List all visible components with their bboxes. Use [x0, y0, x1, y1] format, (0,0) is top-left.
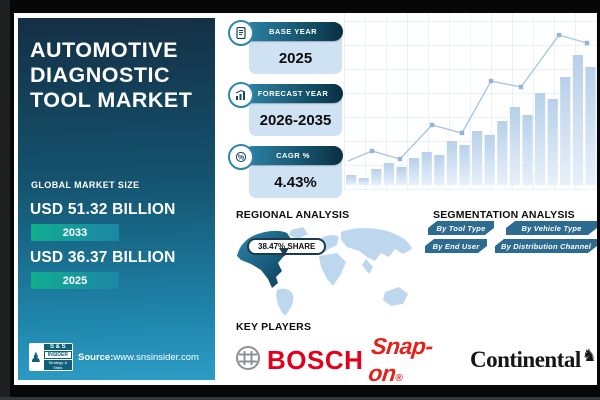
sidebar: AUTOMOTIVE DIAGNOSTIC TOOL MARKET GLOBAL… — [18, 18, 215, 380]
market-value-2025: USD 36.37 BILLION — [30, 249, 176, 266]
sns-insider-logo: ♟ S & S INSIDER Strategy & Stats — [29, 343, 73, 371]
base-year-label: BASE YEAR — [243, 22, 343, 41]
title-line-1: AUTOMOTIVE — [30, 38, 178, 62]
cagr-label: CAGR % — [243, 146, 343, 165]
cagr-card: 4.43% CAGR % % — [228, 144, 343, 199]
forecast-year-card: 2026-2035 FORECAST YEAR — [228, 82, 343, 137]
year-badge-2025: 2025 — [31, 272, 119, 289]
world-map: 38.47% SHARE — [233, 223, 421, 319]
source-row: ♟ S & S INSIDER Strategy & Stats Source:… — [29, 343, 199, 371]
bosch-emblem-icon — [235, 345, 261, 376]
market-value-2033: USD 51.32 BILLION — [30, 201, 176, 218]
source-label: Source: — [78, 351, 114, 363]
continental-wordmark: Continental — [469, 347, 581, 372]
title-line-3: TOOL MARKET — [30, 88, 193, 112]
svg-text:%: % — [238, 154, 245, 161]
window-left-edge — [0, 0, 10, 400]
infographic-canvas: AUTOMOTIVE DIAGNOSTIC TOOL MARKET GLOBAL… — [14, 13, 597, 386]
report-icon — [228, 20, 254, 46]
regional-analysis-heading: REGIONAL ANALYSIS — [236, 209, 350, 221]
map-australia — [383, 287, 408, 306]
global-market-size-label: GLOBAL MARKET SIZE — [31, 180, 140, 190]
source-url[interactable]: www.snsinsider.com — [113, 351, 199, 363]
chess-pawn-icon: ♟ — [30, 349, 42, 365]
page-title: AUTOMOTIVE DIAGNOSTIC TOOL MARKET — [30, 38, 192, 113]
segment-button-end-user[interactable]: By End User — [425, 239, 487, 253]
forecast-year-label: FORECAST YEAR — [243, 84, 343, 103]
map-india — [362, 259, 373, 274]
bar-chart-icon — [228, 82, 254, 108]
map-asia — [341, 228, 412, 261]
snapon-logo: Snap-on® — [368, 333, 466, 387]
logo-text-ss: S & S — [43, 344, 72, 350]
map-south-america — [276, 288, 294, 316]
segment-button-vehicle-type[interactable]: By Vehicle Type — [506, 221, 597, 235]
title-line-2: DIAGNOSTIC — [30, 63, 170, 87]
percent-globe-icon: % — [228, 144, 254, 170]
key-players-row: BOSCH Snap-on® Continental ♞ — [235, 333, 597, 386]
segment-button-distribution-channel[interactable]: By Distribution Channel — [495, 239, 597, 253]
segmentation-analysis-heading: SEGMENTATION ANALYSIS — [433, 209, 575, 221]
key-players-heading: KEY PLAYERS — [236, 321, 312, 333]
source-text: Source:www.snsinsider.com — [78, 352, 199, 363]
segment-button-tool-type[interactable]: By Tool Type — [428, 221, 494, 235]
regional-share-badge: 38.47% SHARE — [247, 238, 327, 256]
snapon-registered-mark: ® — [394, 373, 404, 384]
year-badge-2033: 2033 — [31, 224, 119, 241]
map-africa — [319, 253, 346, 286]
stat-cards: 2025 BASE YEAR 2026-2035 FORECAST YEAR 4… — [228, 20, 343, 206]
map-greenland — [289, 227, 308, 239]
window-bottom-edge — [0, 397, 600, 400]
continental-horse-icon: ♞ — [581, 346, 597, 365]
continental-logo: Continental ♞ — [469, 346, 597, 373]
logo-text-strategy: Strategy & Stats — [43, 360, 72, 370]
bosch-logo: BOSCH — [235, 345, 363, 376]
base-year-card: 2025 BASE YEAR — [228, 20, 343, 75]
decorative-bar-chart — [344, 13, 597, 190]
bosch-wordmark: BOSCH — [267, 344, 364, 375]
logo-text-insider: INSIDER — [43, 351, 72, 359]
